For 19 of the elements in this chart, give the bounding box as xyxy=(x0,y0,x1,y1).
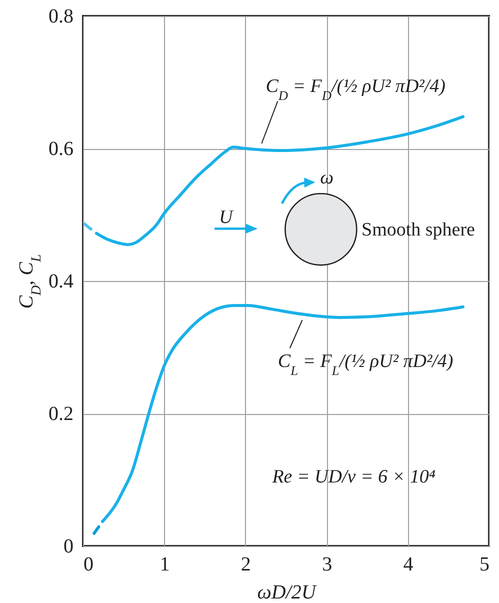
y-tick-label: 0.2 xyxy=(48,403,74,425)
annotation: Smooth sphere xyxy=(362,219,475,240)
y-tick-label: 0.6 xyxy=(48,138,74,160)
annotation: U xyxy=(219,206,234,228)
y-tick-label: 0 xyxy=(64,536,74,558)
x-tick-label: 2 xyxy=(240,554,251,576)
y-tick-label: 0.4 xyxy=(48,270,74,292)
x-tick-label: 5 xyxy=(480,554,490,576)
annotation: C$_{D}$ = F$_{D}$/(½ ρU² πD²/4) xyxy=(266,76,446,103)
x-axis-title: ωD/2U xyxy=(257,582,318,603)
annotation: C$_{L}$ = F$_{L}$/(½ ρU² πD²/4) xyxy=(278,351,454,378)
annotation: ω xyxy=(320,168,334,189)
y-tick-label: 0.8 xyxy=(48,6,74,28)
x-tick-label: 0 xyxy=(84,554,94,576)
x-tick-label: 4 xyxy=(403,554,414,576)
line-series xyxy=(100,304,465,523)
x-tick-label: 1 xyxy=(160,554,170,576)
annotation: Re = UD/ν = 6 × 10⁴ xyxy=(271,466,436,488)
x-tick-label: 3 xyxy=(322,554,332,576)
